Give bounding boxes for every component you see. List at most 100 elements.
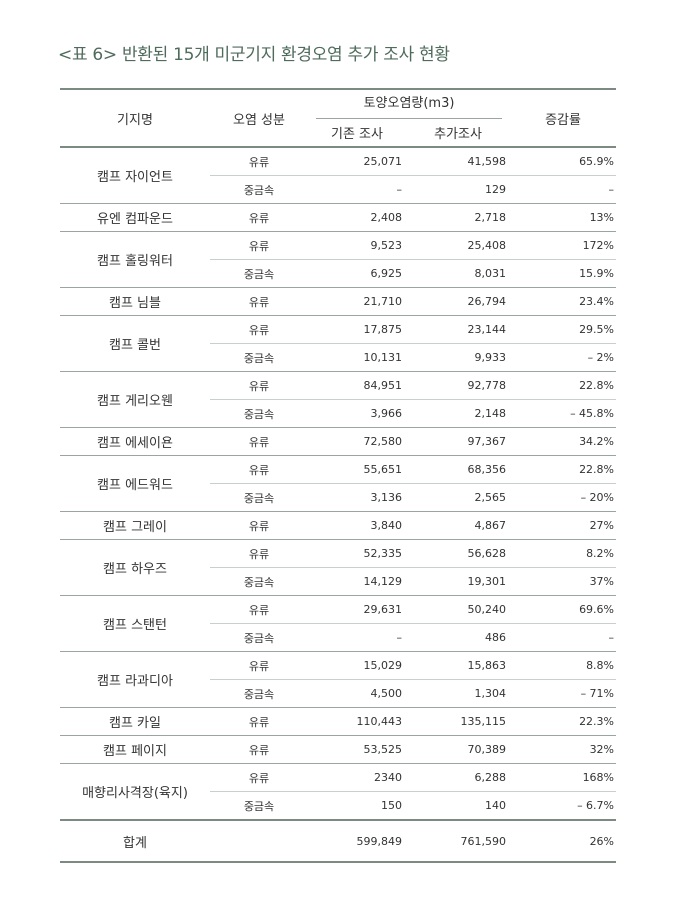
component-cell: 중금속	[210, 175, 308, 204]
table-row: 중금속 –486–	[60, 623, 617, 652]
additional-value-cell: 129	[406, 175, 511, 204]
additional-value-cell: 23,144	[406, 315, 511, 344]
component-cell: 중금속	[210, 483, 308, 512]
additional-value-cell: 41,598	[406, 147, 511, 176]
additional-value-cell: 15,863	[406, 651, 511, 680]
existing-value-cell: 110,443	[308, 707, 406, 736]
total-additional: 761,590	[406, 819, 511, 863]
table-body: 캠프 자이언트 유류 25,071 41,598 65.9% 중금속 –129– 유엔 컴파운…	[60, 147, 617, 821]
additional-value-cell: 97,367	[406, 427, 511, 456]
base-name-cell: 캠프 카일	[60, 707, 210, 736]
component-cell: 중금속	[210, 791, 308, 821]
base-name-cell: 캠프 게리오웬	[60, 371, 210, 428]
table-row: 캠프 게리오웬 유류 84,951 92,778 22.8%	[60, 371, 617, 428]
table-row: 중금속 150 140– 6.7%	[60, 791, 617, 821]
rate-cell: – 6.7%	[510, 791, 617, 821]
existing-value-cell: 4,500	[308, 679, 406, 708]
table-row: 중금속 4,500 1,304– 71%	[60, 679, 617, 708]
existing-value-cell: 3,840	[308, 511, 406, 540]
additional-value-cell: 25,408	[406, 231, 511, 260]
component-cell: 중금속	[210, 623, 308, 652]
existing-value-cell: 21,710	[308, 287, 406, 316]
base-name-cell: 캠프 에드워드	[60, 455, 210, 512]
component-cell: 유류	[210, 539, 308, 568]
base-name-cell: 캠프 하우즈	[60, 539, 210, 596]
total-label: 합계	[60, 819, 210, 863]
base-name-cell: 캠프 페이지	[60, 735, 210, 764]
rate-cell: – 45.8%	[510, 399, 617, 428]
base-name-cell: 캠프 에세이욘	[60, 427, 210, 456]
table-title: <표 6> 반환된 15개 미군기지 환경오염 추가 조사 현황	[58, 45, 450, 65]
component-cell: 중금속	[210, 343, 308, 372]
additional-value-cell: 2,565	[406, 483, 511, 512]
existing-value-cell: 3,966	[308, 399, 406, 428]
rate-cell: 172%	[510, 231, 617, 260]
component-cell: 중금속	[210, 567, 308, 596]
additional-value-cell: 19,301	[406, 567, 511, 596]
table-row: 캠프 카일 유류 110,443 135,115 22.3%	[60, 707, 617, 736]
additional-value-cell: 8,031	[406, 259, 511, 288]
rate-cell: 168%	[510, 763, 617, 792]
rate-cell: 34.2%	[510, 427, 617, 456]
base-name-cell: 유엔 컴파운드	[60, 203, 210, 232]
existing-value-cell: 17,875	[308, 315, 406, 344]
existing-value-cell: 84,951	[308, 371, 406, 400]
table-row: 캠프 에세이욘 유류 72,580 97,367 34.2%	[60, 427, 617, 456]
existing-value-cell: –	[308, 623, 406, 652]
base-name-cell: 캠프 홀링워터	[60, 231, 210, 288]
existing-value-cell: 14,129	[308, 567, 406, 596]
base-name-cell: 매향리사격장(육지)	[60, 763, 210, 821]
total-component	[210, 819, 308, 863]
rate-cell: 69.6%	[510, 595, 617, 624]
rate-cell: 65.9%	[510, 147, 617, 176]
rate-cell: 8.8%	[510, 651, 617, 680]
rate-cell: –	[510, 175, 617, 204]
existing-value-cell: 3,136	[308, 483, 406, 512]
total-rate: 26%	[510, 819, 617, 863]
additional-value-cell: 2,148	[406, 399, 511, 428]
existing-value-cell: 55,651	[308, 455, 406, 484]
existing-value-cell: 53,525	[308, 735, 406, 764]
component-cell: 중금속	[210, 679, 308, 708]
table-row: 캠프 콜번 유류 17,875 23,144 29.5%	[60, 315, 617, 372]
additional-value-cell: 6,288	[406, 763, 511, 792]
table-row: 중금속 3,966 2,148– 45.8%	[60, 399, 617, 428]
header-soil-amount-label: 토양오염량(m3)	[316, 90, 503, 119]
table-row: 중금속 3,136 2,565– 20%	[60, 483, 617, 512]
existing-value-cell: 9,523	[308, 231, 406, 260]
table-row: 캠프 에드워드 유류 55,651 68,356 22.8%	[60, 455, 617, 512]
rate-cell: 22.3%	[510, 707, 617, 736]
table-row: 중금속 6,925 8,031 15.9%	[60, 259, 617, 288]
existing-value-cell: 2340	[308, 763, 406, 792]
rate-cell: 8.2%	[510, 539, 617, 568]
component-cell: 유류	[210, 315, 308, 344]
additional-value-cell: 68,356	[406, 455, 511, 484]
table-row: 중금속 14,129 19,301 37%	[60, 567, 617, 596]
base-name-cell: 캠프 콜번	[60, 315, 210, 372]
component-cell: 유류	[210, 427, 308, 456]
total-row: 합계 599,849 761,590 26%	[60, 819, 617, 863]
component-cell: 유류	[210, 735, 308, 764]
existing-value-cell: 2,408	[308, 203, 406, 232]
additional-value-cell: 56,628	[406, 539, 511, 568]
header-soil-amount: 토양오염량(m3)	[308, 88, 511, 119]
component-cell: 유류	[210, 707, 308, 736]
rate-cell: –	[510, 623, 617, 652]
component-cell: 유류	[210, 147, 308, 176]
existing-value-cell: 29,631	[308, 595, 406, 624]
component-cell: 중금속	[210, 399, 308, 428]
table-row: 캠프 하우즈 유류 52,335 56,628 8.2%	[60, 539, 617, 596]
table-row: 유엔 컴파운드 유류 2,408 2,718 13%	[60, 203, 617, 232]
rate-cell: 23.4%	[510, 287, 617, 316]
component-cell: 유류	[210, 455, 308, 484]
base-name-cell: 캠프 자이언트	[60, 147, 210, 204]
base-name-cell: 캠프 스탠턴	[60, 595, 210, 652]
table-row: 중금속 10,131 9,933– 2%	[60, 343, 617, 372]
contamination-table: 기지명 오염 성분 토양오염량(m3) 증감률 기존 조사 추가조사 캠프 자이…	[60, 88, 617, 863]
header-existing: 기존 조사	[308, 119, 406, 148]
component-cell: 유류	[210, 595, 308, 624]
rate-cell: – 20%	[510, 483, 617, 512]
rate-cell: 22.8%	[510, 455, 617, 484]
component-cell: 유류	[210, 203, 308, 232]
rate-cell: 29.5%	[510, 315, 617, 344]
